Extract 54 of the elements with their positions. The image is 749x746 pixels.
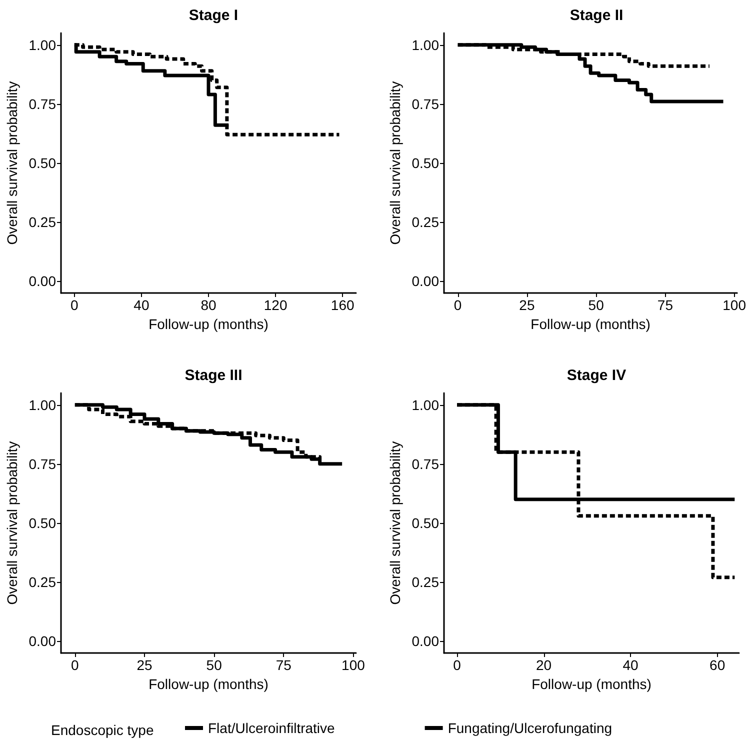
y-axis-title: Overall survival probability [387,81,403,245]
y-tick-label: 1.00 [412,36,440,53]
x-tick-label: 0 [453,657,462,673]
y-tick-label: 0.25 [412,214,440,230]
x-tick-label: 40 [134,297,150,313]
legend-label: Flat/Ulceroinfiltrative [208,720,336,736]
x-tick-label: 160 [330,297,354,313]
y-tick-label: 0.25 [412,574,440,590]
y-tick-label: 0.00 [28,633,56,650]
x-tick-label: 40 [622,657,639,673]
x-axis-title: Follow-up (months) [148,676,268,692]
x-tick-label: 0 [454,297,462,313]
x-tick-label: 50 [206,657,222,673]
x-tick-label: 25 [519,297,535,313]
x-tick-label: 25 [136,657,152,673]
legend-label: Fungating/Ulcerofungating [448,720,612,736]
x-tick-label: 75 [276,657,292,673]
y-tick-label: 1.00 [28,396,56,413]
x-tick-label: 60 [710,657,726,673]
x-tick-label: 100 [722,297,746,313]
y-axis-title: Overall survival probability [4,441,20,605]
x-tick-label: 75 [657,297,674,313]
y-tick-label: 0.75 [28,456,56,472]
legend-title: Endoscopic type [51,722,154,738]
x-tick-label: 20 [536,657,552,673]
chart-title: Stage I [188,7,238,24]
x-axis-title: Follow-up (months) [530,316,650,332]
x-axis-title: Follow-up (months) [532,676,652,692]
y-tick-label: 0.00 [412,633,440,650]
y-tick-label: 0.75 [412,96,440,112]
x-tick-label: 0 [71,657,80,673]
x-tick-label: 80 [200,297,216,313]
y-tick-label: 0.50 [412,155,440,171]
y-tick-label: 0.50 [28,155,56,171]
chart-title: Stage II [570,7,624,24]
x-tick-label: 50 [588,297,604,313]
y-tick-label: 0.25 [28,214,56,230]
y-tick-label: 0.75 [28,96,56,112]
y-tick-label: 0.25 [28,574,56,590]
y-tick-label: 0.50 [28,515,56,531]
x-tick-label: 120 [264,297,288,313]
x-axis-title: Follow-up (months) [148,316,268,332]
y-tick-label: 0.00 [28,273,56,290]
y-tick-label: 0.75 [412,456,440,472]
y-tick-label: 1.00 [28,36,56,53]
x-tick-label: 0 [70,297,79,313]
y-axis-title: Overall survival probability [387,441,403,605]
chart-title: Stage IV [566,367,626,384]
y-tick-label: 0.50 [412,515,440,531]
y-tick-label: 1.00 [412,396,440,413]
y-axis-title: Overall survival probability [4,81,20,245]
x-tick-label: 100 [342,657,366,673]
chart-title: Stage III [184,367,242,384]
y-tick-label: 0.00 [412,273,440,290]
